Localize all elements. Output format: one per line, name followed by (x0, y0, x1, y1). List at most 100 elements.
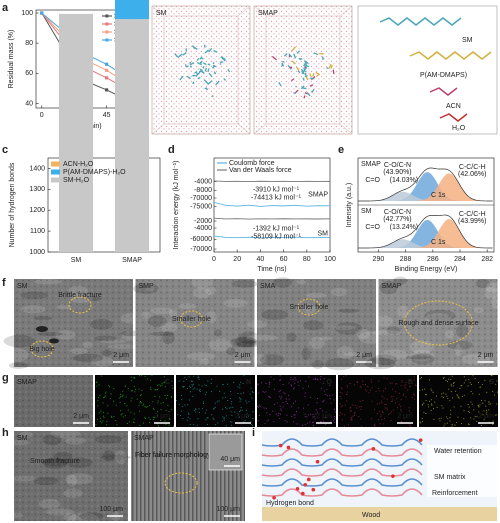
molecule-segment (179, 75, 184, 81)
molecule-segment (213, 50, 218, 53)
eds-dot (239, 381, 241, 383)
eds-dot (394, 402, 396, 404)
eds-dot (100, 375, 102, 377)
legend-label: Coulomb force (229, 160, 275, 167)
component-percent: (43.99%) (458, 218, 486, 225)
molecule-segment (192, 81, 195, 85)
eds-dot (213, 408, 215, 410)
eds-dot (113, 388, 115, 390)
molecule-segment (299, 58, 302, 61)
water-molecule (286, 445, 291, 450)
eds-dot (270, 376, 272, 378)
eds-dot (457, 396, 459, 398)
eds-dot (104, 392, 106, 394)
eds-dot (144, 416, 146, 418)
eds-dot (404, 385, 406, 387)
eds-dot (154, 395, 156, 397)
eds-dot (250, 420, 252, 422)
eds-dot (350, 416, 352, 418)
eds-dot (124, 415, 126, 417)
core-level-label: C 1s (431, 239, 446, 246)
eds-dot (282, 384, 284, 386)
eds-dot (443, 425, 445, 427)
eds-dot (257, 406, 259, 408)
eds-dot (313, 421, 315, 423)
eds-dot (196, 388, 198, 390)
eds-dot (135, 388, 137, 390)
eds-dot (413, 393, 415, 395)
eds-dot (449, 400, 451, 402)
eds-dot (172, 387, 174, 389)
image-label: SMAP (17, 379, 37, 386)
molecule-segment (223, 78, 227, 81)
eds-dot (484, 379, 486, 381)
eds-dot (344, 414, 346, 416)
eds-dot (479, 404, 481, 406)
eds-dot (183, 380, 185, 382)
eds-dot (170, 397, 172, 399)
sim-box-label: SMAP (258, 10, 278, 17)
eds-dot (126, 422, 128, 424)
panel-letter: f (2, 277, 6, 289)
sim-box (253, 5, 353, 135)
eds-dot (468, 406, 470, 408)
sim-box (151, 5, 251, 135)
highlight-ring (404, 300, 473, 346)
eds-dot (471, 403, 473, 405)
peak-component (358, 191, 493, 201)
eds-dot (398, 392, 400, 394)
molecule-segment (201, 57, 204, 60)
eds-dot (353, 414, 355, 416)
eds-dot (130, 411, 132, 413)
eds-dot (189, 391, 191, 393)
eds-dot (239, 384, 241, 386)
eds-dot (231, 401, 233, 403)
data-line (213, 180, 331, 183)
eds-dot (195, 409, 197, 411)
eds-dot (380, 400, 382, 402)
eds-dot (120, 414, 122, 416)
eds-dot (96, 418, 98, 420)
annotation: -58109 kJ mol⁻¹ (251, 233, 302, 240)
eds-dot (408, 407, 410, 409)
eds-dot (222, 408, 224, 410)
eds-dot (338, 414, 340, 416)
eds-dot (263, 407, 265, 409)
molecule-segment (271, 55, 277, 61)
eds-dot (161, 382, 163, 384)
eds-dot (151, 375, 153, 377)
eds-dot (297, 381, 299, 383)
eds-dot (239, 416, 241, 418)
eds-dot (370, 389, 372, 391)
x-tick-label: 0 (40, 112, 44, 119)
eds-dot (496, 403, 498, 405)
eds-dot (367, 386, 369, 388)
eds-dot (410, 425, 412, 427)
molecule-segment (211, 65, 215, 69)
eds-dot (447, 418, 449, 420)
eds-dot (379, 402, 381, 404)
eds-dot (164, 381, 166, 383)
legend-label: ACN-H₂O (63, 161, 94, 168)
eds-dot (265, 391, 267, 393)
eds-dot (153, 416, 155, 418)
annotation: Rough and dense surface (398, 320, 478, 327)
eds-dot (483, 419, 485, 421)
eds-dot (294, 382, 296, 384)
eds-dot (436, 406, 438, 408)
eds-dot (400, 385, 402, 387)
eds-dot (157, 402, 159, 404)
eds-dot (341, 413, 343, 415)
eds-dot (243, 375, 245, 377)
eds-dot (485, 405, 487, 407)
eds-dot (152, 407, 154, 409)
eds-dot (344, 404, 346, 406)
molecule-segment (278, 81, 282, 87)
molecule-segment (211, 95, 214, 98)
legend-molecule (409, 51, 492, 60)
eds-dot (479, 386, 481, 388)
eds-dot (158, 425, 160, 427)
eds-dot (474, 378, 476, 380)
y-tick-label: -75000 (190, 204, 212, 211)
eds-dot (121, 413, 123, 415)
